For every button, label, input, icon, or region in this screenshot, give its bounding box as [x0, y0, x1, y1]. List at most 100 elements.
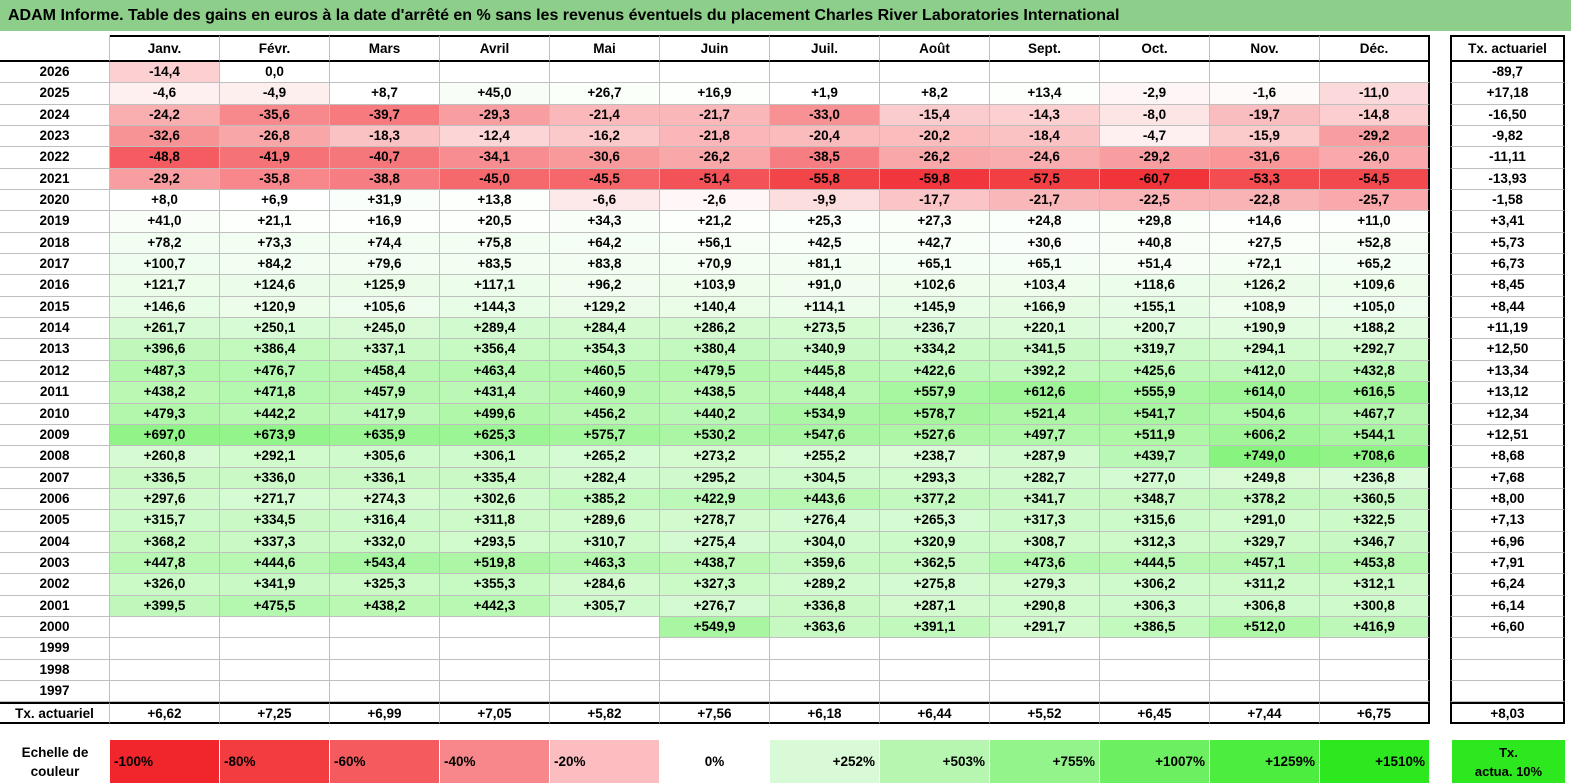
year-label: 1997	[0, 680, 110, 703]
gain-cell: +27,5	[1210, 232, 1320, 255]
gain-cell: +114,1	[770, 296, 880, 319]
gain-cell: +52,8	[1320, 232, 1430, 255]
side-header-row: Tx. actuariel	[1450, 35, 1565, 62]
table-row: 2020 +8,0 +6,9 +31,9 +13,8 -6,6 -2,6 -9,9 -17,7-…	[0, 190, 1430, 212]
footer-row: Tx. actuariel +6,62 +7,25 +6,99 +7,05 +5,82 +…	[0, 702, 1430, 724]
year-label: 1998	[0, 659, 110, 681]
gain-cell: +188,2	[1320, 318, 1430, 340]
side-row: +6,73	[1450, 254, 1565, 276]
gain-cell	[330, 638, 440, 660]
gain-cell: +277,0	[1100, 467, 1210, 489]
gain-cell: +65,1	[990, 254, 1100, 276]
gain-cell: +29,8	[1100, 211, 1210, 233]
gain-cell: +265,2	[550, 446, 660, 468]
gain-cell: +578,7	[880, 403, 990, 425]
gain-cell: +284,4	[550, 318, 660, 340]
gain-cell: +467,7	[1320, 403, 1430, 425]
gain-cell	[1100, 680, 1210, 703]
year-label: 2009	[0, 424, 110, 447]
gain-cell: +479,5	[660, 360, 770, 383]
gain-cell: +555,9	[1100, 382, 1210, 404]
gain-cell: +287,9	[990, 446, 1100, 468]
gain-cell: +190,9	[1210, 318, 1320, 340]
gain-cell: +124,6	[220, 275, 330, 297]
gain-cell: -26,8	[220, 126, 330, 148]
side-footer-row: +8,03	[1450, 702, 1565, 724]
table-row: 1998	[0, 659, 1430, 681]
report-title: ADAM Informe. Table des gains en euros à…	[0, 0, 1571, 31]
legend-swatch: +1259%	[1210, 740, 1320, 783]
gain-cell: +386,5	[1100, 616, 1210, 639]
side-footer-value: +8,03	[1450, 702, 1565, 724]
footer-rate-cell: +6,75	[1320, 702, 1430, 724]
gain-cell	[440, 680, 550, 703]
gain-cell: +511,9	[1100, 424, 1210, 447]
gain-cell: +356,4	[440, 339, 550, 361]
side-row: +12,51	[1450, 424, 1565, 447]
gain-cell: +312,1	[1320, 574, 1430, 596]
gain-cell	[550, 638, 660, 660]
gain-cell: +544,1	[1320, 424, 1430, 447]
gain-cell	[880, 680, 990, 703]
actuarial-rate-cell: +5,73	[1450, 232, 1565, 255]
gain-cell: +497,7	[990, 424, 1100, 447]
table-row: 2019 +41,0 +21,1 +16,9 +20,5 +34,3 +21,2 +25,3 +…	[0, 211, 1430, 233]
gain-cell: -6,6	[550, 190, 660, 212]
gain-cell	[550, 680, 660, 703]
gain-cell: +273,5	[770, 318, 880, 340]
gains-table: Janv. Févr. Mars Avril Mai Juin Juil. Août Sept.…	[0, 35, 1430, 724]
gain-cell: -54,5	[1320, 168, 1430, 191]
gain-cell: +362,5	[880, 552, 990, 575]
gain-cell: +396,6	[110, 339, 220, 361]
gain-cell: -9,9	[770, 190, 880, 212]
table-row: 2005 +315,7 +334,5 +316,4 +311,8 +289,6 +278,7…	[0, 510, 1430, 532]
gain-cell: +290,8	[990, 595, 1100, 617]
gain-cell: +30,6	[990, 232, 1100, 255]
gain-cell	[550, 616, 660, 639]
gain-cell: +6,9	[220, 190, 330, 212]
gain-cell: +13,8	[440, 190, 550, 212]
gain-cell: +220,1	[990, 318, 1100, 340]
gain-cell: +276,7	[660, 595, 770, 617]
gain-cell: +359,6	[770, 552, 880, 575]
gain-cell	[770, 659, 880, 681]
gain-cell: +341,5	[990, 339, 1100, 361]
gain-cell: -18,3	[330, 126, 440, 148]
month-header: Juil.	[770, 35, 880, 62]
gain-cell	[990, 659, 1100, 681]
gain-cell: +70,9	[660, 254, 770, 276]
gain-cell: +346,7	[1320, 531, 1430, 553]
gain-cell: +315,7	[110, 510, 220, 532]
actuarial-rate-cell: +13,34	[1450, 360, 1565, 383]
gain-cell: +294,1	[1210, 339, 1320, 361]
gain-cell: -29,3	[440, 104, 550, 127]
footer-rate-cell: +6,44	[880, 702, 990, 724]
gain-cell: -14,4	[110, 62, 220, 84]
year-label: 2001	[0, 595, 110, 617]
gain-cell: -26,0	[1320, 147, 1430, 169]
gain-cell: +475,5	[220, 595, 330, 617]
footer-rate-cell: +6,45	[1100, 702, 1210, 724]
gain-cell: +557,9	[880, 382, 990, 404]
gain-cell: -22,8	[1210, 190, 1320, 212]
gain-cell: +527,6	[880, 424, 990, 447]
legend-swatch: -40%	[440, 740, 550, 783]
gain-cell: +78,2	[110, 232, 220, 255]
color-scale-legend: Echelle de couleur -100% -80% -60% -40% -20%…	[0, 740, 1571, 783]
month-header: Oct.	[1100, 35, 1210, 62]
gain-cell: -59,8	[880, 168, 990, 191]
gain-cell: +327,3	[660, 574, 770, 596]
gain-cell: +306,8	[1210, 595, 1320, 617]
gain-cell: -31,6	[1210, 147, 1320, 169]
gain-cell: +265,3	[880, 510, 990, 532]
gain-cell: +145,9	[880, 296, 990, 319]
gain-cell: +306,1	[440, 446, 550, 468]
gain-cell: -35,8	[220, 168, 330, 191]
gain-cell: +635,9	[330, 424, 440, 447]
gain-cell: -26,2	[880, 147, 990, 169]
gain-cell: +473,6	[990, 552, 1100, 575]
gain-cell: -1,6	[1210, 83, 1320, 105]
gain-cell: +316,4	[330, 510, 440, 532]
gain-cell: +102,6	[880, 275, 990, 297]
gain-cell	[110, 659, 220, 681]
